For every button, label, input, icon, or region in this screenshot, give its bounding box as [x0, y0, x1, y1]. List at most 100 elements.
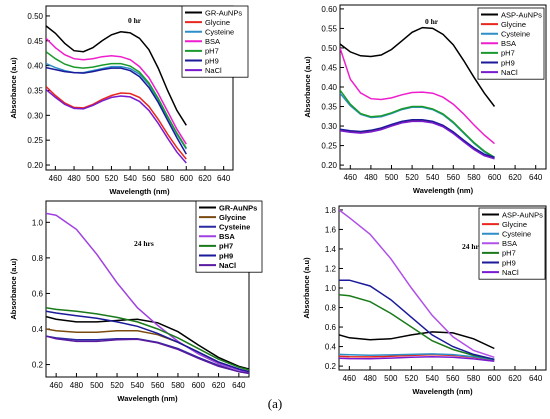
- legend-label: BSA: [501, 39, 516, 48]
- x-tick-label: 500: [384, 374, 398, 383]
- x-tick-label: 620: [212, 381, 226, 390]
- y-tick-label: 0.45: [27, 37, 43, 46]
- series-line-ph9: [340, 119, 495, 159]
- series-line-ph9: [46, 66, 187, 155]
- legend-label: Glycine: [205, 18, 230, 27]
- legend-label: Glycine: [501, 20, 526, 29]
- legend-label: NaCl: [205, 66, 222, 75]
- series-line-ph7: [339, 294, 495, 361]
- x-axis-label: Wavelength (nm): [117, 394, 178, 403]
- legend-label: pH7: [219, 242, 233, 251]
- x-tick-label: 520: [405, 173, 419, 182]
- legend-label: Glycine: [219, 213, 246, 222]
- legend-label: Glycine: [502, 220, 527, 229]
- x-tick-label: 540: [425, 374, 439, 383]
- x-tick-label: 580: [467, 173, 481, 182]
- legend-label: ASP-AuNPs: [501, 10, 542, 19]
- legend-label: NaCl: [502, 268, 519, 277]
- series-line-ph7: [46, 306, 249, 371]
- x-tick-label: 560: [142, 174, 156, 183]
- x-tick-label: 580: [171, 381, 185, 390]
- y-tick-label: 0.35: [27, 86, 43, 95]
- legend-label: pH7: [502, 249, 516, 258]
- legend-label: pH9: [219, 251, 233, 260]
- legend-label: pH7: [205, 47, 219, 56]
- y-tick-label: 0.50: [321, 44, 337, 53]
- series-line-asp-aunps: [340, 26, 496, 107]
- plot-frame: [45, 200, 250, 378]
- time-annotation: 0 hr: [425, 17, 439, 26]
- series-line-asp-aunps: [339, 331, 495, 350]
- legend-label: Cysteine: [502, 230, 531, 239]
- series-line-bsa: [46, 212, 249, 374]
- x-tick-label: 480: [67, 174, 81, 183]
- y-tick-label: 0.8: [32, 254, 44, 263]
- y-axis-label: Absorbance (a.u): [303, 56, 312, 118]
- x-tick-label: 600: [488, 374, 502, 383]
- series-line-bsa: [46, 37, 187, 145]
- x-tick-label: 540: [131, 381, 145, 390]
- y-tick-label: 0.4: [325, 343, 337, 352]
- series-line-bsa: [340, 47, 495, 145]
- chart-panel-3: 460 480 500 520 540 560 580 600 620 640 0.2 0.4 0.6 0…: [9, 200, 263, 403]
- x-tick-label: 460: [49, 174, 63, 183]
- series-line-nacl: [339, 355, 495, 362]
- legend-label: GR-AuNPs: [219, 203, 257, 212]
- y-tick-label: 0.25: [321, 142, 337, 151]
- y-tick-label: 0.8: [325, 304, 337, 313]
- y-axis-label: Absorbance (a.u): [9, 57, 18, 119]
- y-tick-label: 0.40: [321, 83, 337, 92]
- time-annotation: 0 hr: [128, 16, 142, 25]
- x-tick-label: 500: [90, 381, 104, 390]
- x-tick-label: 620: [198, 174, 212, 183]
- x-tick-label: 600: [180, 174, 194, 183]
- x-tick-label: 480: [363, 374, 377, 383]
- x-tick-label: 500: [86, 174, 100, 183]
- x-tick-label: 560: [446, 374, 460, 383]
- legend-label: BSA: [219, 232, 235, 241]
- x-tick-label: 640: [529, 173, 543, 182]
- y-tick-label: 0.50: [27, 12, 43, 21]
- y-tick-label: 1.0: [32, 218, 44, 227]
- x-tick-label: 480: [70, 381, 84, 390]
- x-tick-label: 480: [364, 173, 378, 182]
- chart-panel-2: 460 480 500 520 540 560 580 600 620 640 0.20 0.25 0.…: [303, 4, 547, 195]
- legend-label: pH9: [502, 258, 516, 267]
- y-tick-label: 0.55: [321, 24, 337, 33]
- x-tick-label: 620: [508, 173, 522, 182]
- y-tick-label: 0.25: [27, 136, 43, 145]
- chart-panel-1: 460 480 500 520 540 560 580 600 620 640 0.20 0.25 0.…: [9, 5, 249, 196]
- x-tick-label: 640: [217, 174, 231, 183]
- x-axis-label: Wavelength (nm): [109, 187, 170, 196]
- x-tick-label: 460: [49, 381, 63, 390]
- y-tick-label: 0.6: [32, 289, 44, 298]
- x-tick-label: 540: [123, 174, 137, 183]
- y-tick-label: 0.60: [321, 5, 337, 14]
- legend-label: Cysteine: [219, 223, 250, 232]
- x-axis-label: Wavelength (nm): [412, 387, 473, 396]
- y-tick-label: 0.2: [325, 362, 337, 371]
- x-tick-label: 580: [161, 174, 175, 183]
- chart-panel-4: 460 480 500 520 540 560 580 600 620 640 0.2 0.4 0.6 0…: [302, 205, 547, 396]
- legend-label: NaCl: [501, 68, 518, 77]
- legend-label: Cysteine: [205, 28, 234, 37]
- legend-label: Cysteine: [501, 30, 530, 39]
- legend-label: GR-AuNPs: [205, 8, 242, 17]
- x-tick-label: 540: [426, 173, 440, 182]
- legend-label: BSA: [502, 239, 517, 248]
- y-tick-label: 0.4: [32, 325, 44, 334]
- x-tick-label: 460: [343, 374, 357, 383]
- series-line-nacl: [46, 335, 249, 375]
- series-line-ph9: [339, 279, 495, 361]
- y-tick-label: 0.20: [27, 161, 43, 170]
- legend-label: NaCl: [219, 261, 236, 270]
- series-line-gr-aunps: [46, 25, 187, 126]
- x-tick-label: 500: [385, 173, 399, 182]
- x-axis-label: Wavelength (nm): [413, 186, 474, 195]
- legend-label: ASP-AuNPs: [502, 210, 543, 219]
- y-tick-label: 1.0: [325, 284, 337, 293]
- x-tick-label: 460: [344, 173, 358, 182]
- x-tick-label: 520: [105, 174, 119, 183]
- series-line-ph7: [46, 51, 187, 149]
